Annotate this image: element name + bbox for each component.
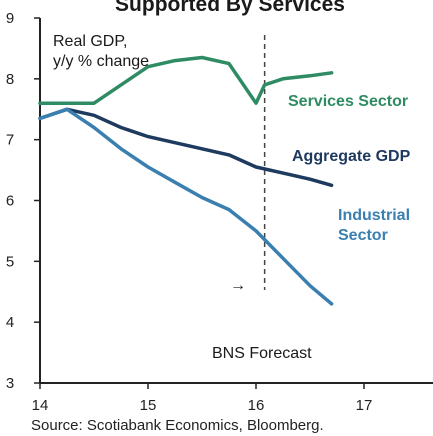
y-tick-label: 9 xyxy=(6,10,14,27)
y-tick-label: 5 xyxy=(6,253,14,270)
series-label-aggregate: Aggregate GDP xyxy=(292,148,411,165)
x-axis-ticks: 14 15 16 17 xyxy=(32,383,373,414)
source-note: Source: Scotiabank Economics, Bloomberg. xyxy=(31,417,324,434)
series-label-services: Services Sector xyxy=(288,93,408,110)
chart-title: Supported By Services xyxy=(115,0,345,16)
series-line-0 xyxy=(38,55,334,105)
x-tick-label: 16 xyxy=(248,397,265,414)
series-line-1 xyxy=(38,107,334,188)
series-line-2 xyxy=(38,107,334,306)
x-tick-label: 17 xyxy=(356,397,373,414)
series-lines xyxy=(38,55,334,306)
x-tick-label: 15 xyxy=(140,397,157,414)
x-tick-label: 14 xyxy=(32,397,49,414)
y-tick-label: 6 xyxy=(6,193,14,210)
forecast-arrow: → xyxy=(230,277,246,294)
y-axis-ticks: 3 4 5 6 7 8 9 xyxy=(6,10,40,392)
y-tick-label: 4 xyxy=(6,314,14,331)
y-tick-label: 8 xyxy=(6,71,14,88)
y-unit-label: Real GDP, y/y % change xyxy=(53,33,149,70)
forecast-label: BNS Forecast xyxy=(212,345,312,362)
series-label-industrial: Industrial Sector xyxy=(338,207,410,244)
y-tick-label: 3 xyxy=(6,375,14,392)
y-tick-label: 7 xyxy=(6,132,14,149)
